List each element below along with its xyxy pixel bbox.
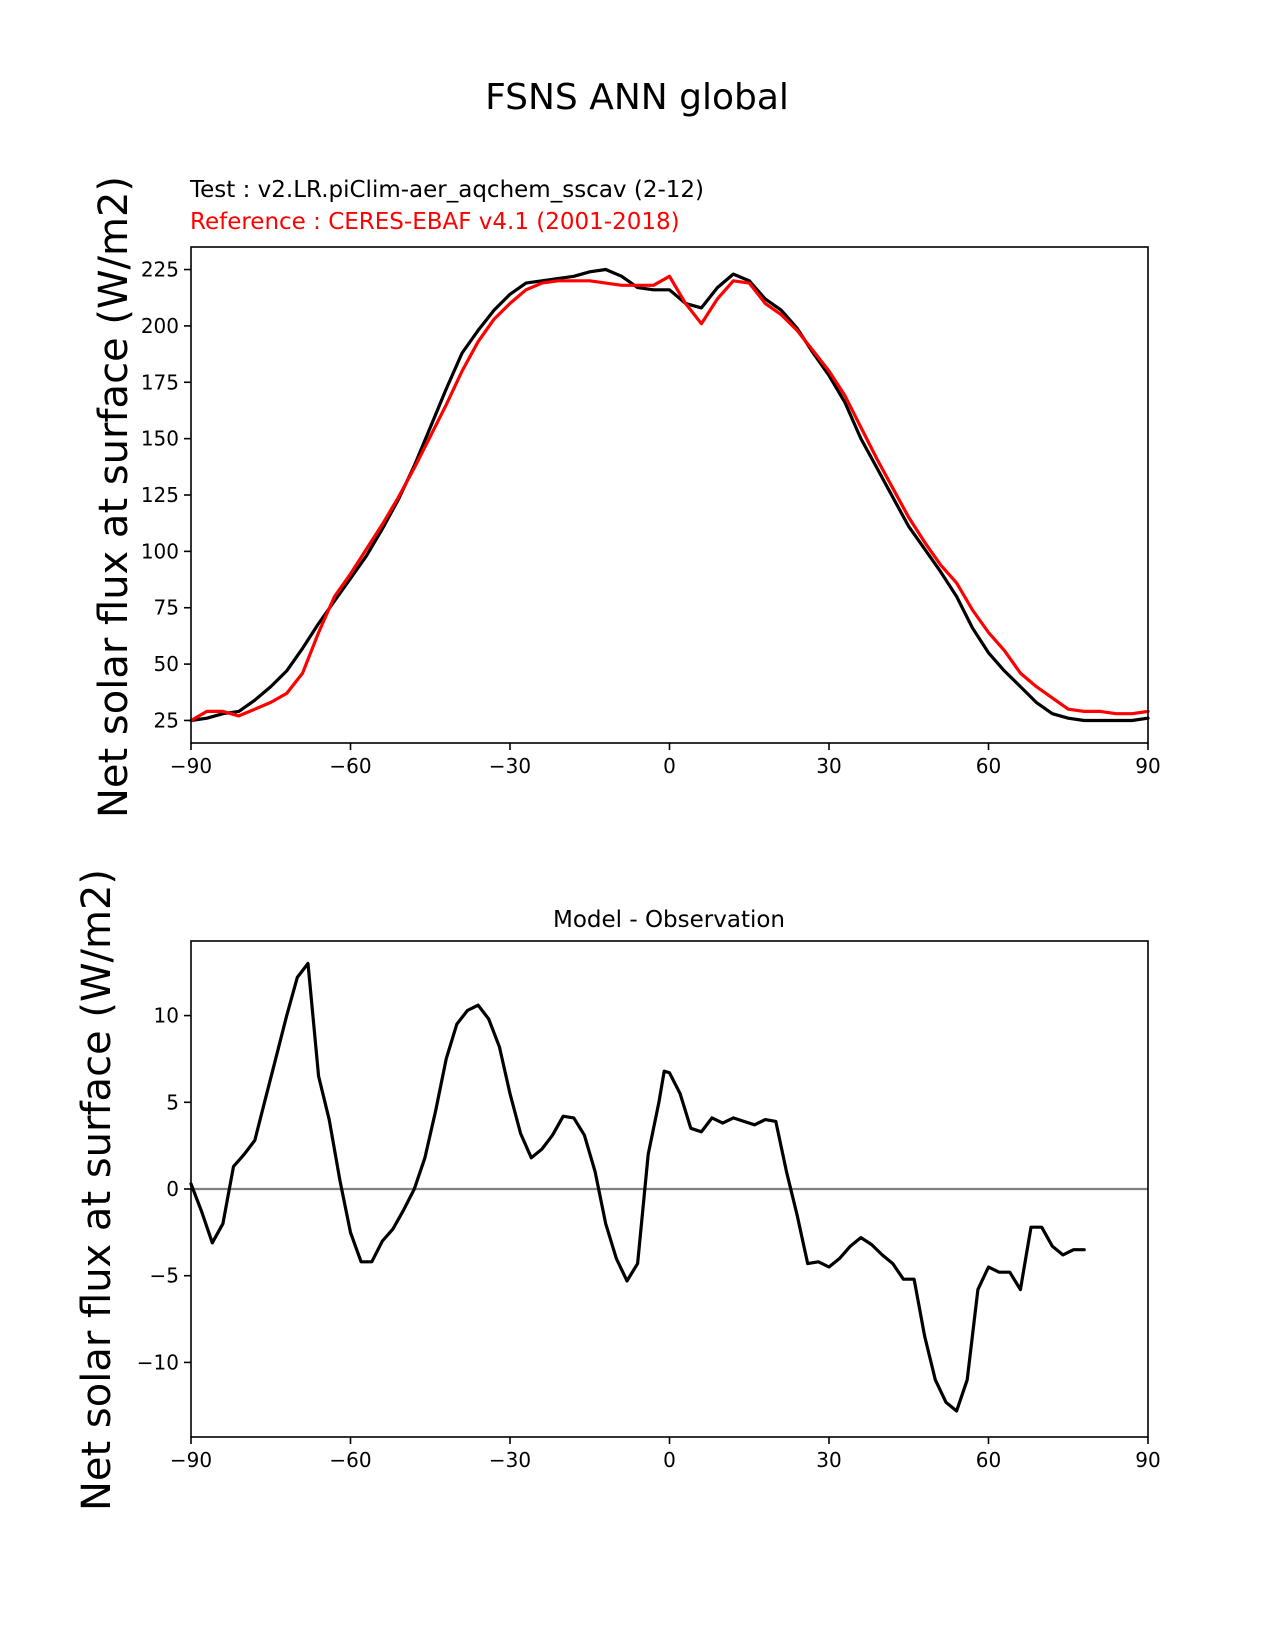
figure-title: FSNS ANN global	[485, 77, 789, 118]
top-series-test-line	[189, 267, 1150, 723]
top-y-tick-label: 50	[154, 652, 179, 676]
bottom-x-tick-label: 60	[976, 1448, 1001, 1472]
test-label: Test : v2.LR.piClim-aer_aqchem_sscav (2-…	[189, 177, 704, 203]
bottom-series-model-observation-line	[189, 961, 1086, 1413]
top-plot-area: −90 −60 −30 0 30 60 90 25 50 75 100 125 150 175 200 225	[141, 246, 1161, 778]
top-y-tick-label: 225	[141, 258, 179, 282]
top-x-tick-label: 60	[976, 754, 1001, 778]
top-y-tick-label: 125	[141, 483, 179, 507]
top-y-tick-label: 200	[141, 314, 179, 338]
bottom-y-tick-label: −10	[137, 1350, 179, 1374]
bottom-y-tick-label: 10	[154, 1004, 179, 1028]
bottom-plot-area: −90 −60 −30 0 30 60 90 −10 −5 0 5 10	[137, 940, 1161, 1472]
bottom-x-tick-label: −90	[170, 1448, 212, 1472]
top-panel: Test : v2.LR.piClim-aer_aqchem_sscav (2-…	[91, 176, 1161, 818]
bottom-x-tick-label: 0	[663, 1448, 676, 1472]
top-y-tick-label: 75	[154, 596, 179, 620]
top-y-tick-label: 25	[154, 708, 179, 732]
top-x-tick-label: −30	[489, 754, 531, 778]
top-y-tick-label: 175	[141, 370, 179, 394]
bottom-x-tick-label: 30	[816, 1448, 841, 1472]
bottom-x-tick-label: 90	[1135, 1448, 1160, 1472]
bottom-panel: Model - Observation Net solar flux at su…	[74, 869, 1161, 1511]
top-x-tick-label: −90	[170, 754, 212, 778]
top-y-tick-label: 100	[141, 539, 179, 563]
bottom-y-tick-label: −5	[150, 1264, 179, 1288]
top-series-reference-line	[189, 274, 1150, 723]
top-x-tick-label: 90	[1135, 754, 1160, 778]
top-y-tick-label: 150	[141, 427, 179, 451]
top-y-axis-label: Net solar flux at surface (W/m2)	[91, 176, 137, 818]
top-x-tick-label: 30	[816, 754, 841, 778]
bottom-x-tick-label: −60	[329, 1448, 371, 1472]
bottom-title: Model - Observation	[553, 907, 785, 933]
bottom-y-tick-label: 0	[166, 1177, 179, 1201]
top-x-tick-label: 0	[663, 754, 676, 778]
bottom-x-tick-label: −30	[489, 1448, 531, 1472]
reference-label: Reference : CERES-EBAF v4.1 (2001-2018)	[190, 209, 680, 235]
top-x-tick-label: −60	[329, 754, 371, 778]
bottom-y-tick-label: 5	[166, 1090, 179, 1114]
bottom-y-axis-label: Net solar flux at surface (W/m2)	[74, 869, 120, 1511]
